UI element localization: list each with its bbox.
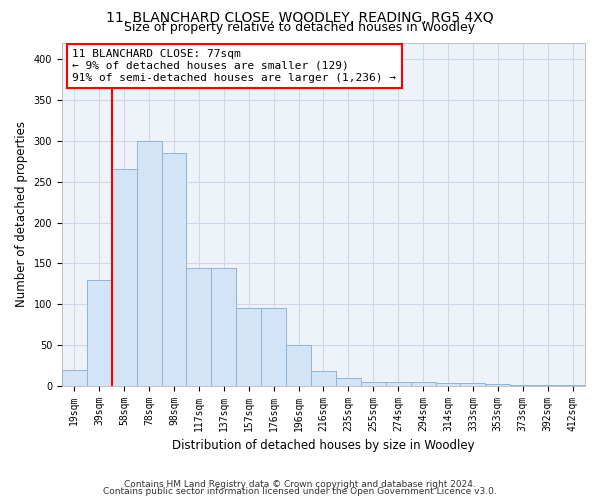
- Bar: [436, 383, 460, 386]
- Bar: [286, 346, 311, 386]
- Bar: [485, 384, 510, 386]
- Bar: [386, 382, 410, 386]
- Bar: [112, 170, 137, 386]
- Bar: [137, 140, 161, 386]
- Text: Contains HM Land Registry data © Crown copyright and database right 2024.: Contains HM Land Registry data © Crown c…: [124, 480, 476, 489]
- Bar: [236, 308, 261, 386]
- Text: 11, BLANCHARD CLOSE, WOODLEY, READING, RG5 4XQ: 11, BLANCHARD CLOSE, WOODLEY, READING, R…: [106, 11, 494, 25]
- Text: Contains public sector information licensed under the Open Government Licence v3: Contains public sector information licen…: [103, 487, 497, 496]
- Text: Size of property relative to detached houses in Woodley: Size of property relative to detached ho…: [124, 22, 476, 35]
- Bar: [361, 382, 386, 386]
- Bar: [161, 153, 187, 386]
- Bar: [187, 268, 211, 386]
- Bar: [410, 382, 436, 386]
- Bar: [261, 308, 286, 386]
- Y-axis label: Number of detached properties: Number of detached properties: [15, 122, 28, 308]
- Bar: [460, 383, 485, 386]
- Bar: [211, 268, 236, 386]
- Bar: [87, 280, 112, 386]
- Bar: [311, 372, 336, 386]
- Bar: [62, 370, 87, 386]
- X-axis label: Distribution of detached houses by size in Woodley: Distribution of detached houses by size …: [172, 440, 475, 452]
- Bar: [510, 384, 535, 386]
- Bar: [560, 384, 585, 386]
- Text: 11 BLANCHARD CLOSE: 77sqm
← 9% of detached houses are smaller (129)
91% of semi-: 11 BLANCHARD CLOSE: 77sqm ← 9% of detach…: [73, 50, 397, 82]
- Bar: [535, 384, 560, 386]
- Bar: [336, 378, 361, 386]
